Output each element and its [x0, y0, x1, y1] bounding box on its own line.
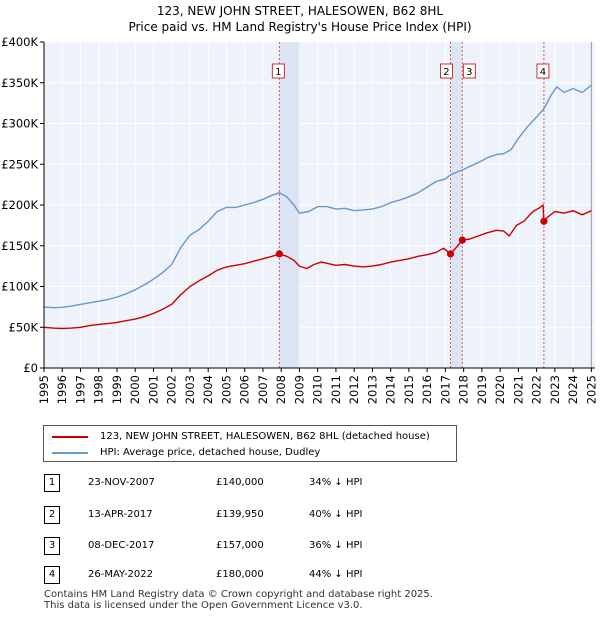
- sale-hpi-diff: 44% ↓ HPI: [309, 569, 363, 580]
- y-tick-label: £50K: [9, 320, 39, 334]
- sale-marker-label: 1: [275, 67, 281, 78]
- x-tick-label: 2009: [292, 375, 306, 404]
- sale-point: [446, 250, 455, 258]
- x-tick-label: 2017: [438, 375, 452, 404]
- footer-attribution: Contains HM Land Registry data © Crown c…: [44, 589, 433, 611]
- sale-point: [458, 236, 466, 244]
- y-tick-label: £400K: [1, 35, 38, 49]
- x-tick-label: 2010: [311, 375, 325, 404]
- sale-number: 1: [44, 474, 60, 492]
- y-tick-label: £200K: [1, 198, 38, 212]
- sale-price: £180,000: [216, 569, 264, 580]
- chart-legend: 123, NEW JOHN STREET, HALESOWEN, B62 8HL…: [43, 425, 457, 462]
- legend-swatch-hpi: [52, 452, 88, 454]
- x-tick-label: 2003: [183, 375, 197, 404]
- x-tick-label: 2020: [493, 375, 507, 404]
- legend-item-hpi: HPI: Average price, detached house, Dudl…: [52, 446, 452, 460]
- x-tick-label: 2014: [384, 375, 398, 404]
- x-tick-label: 1999: [110, 375, 124, 404]
- sale-shaded-region: [450, 42, 463, 368]
- y-tick-label: £100K: [1, 280, 38, 294]
- hpi-line: [43, 84, 592, 309]
- y-tick-label: £350K: [1, 76, 38, 90]
- legend-item-property: 123, NEW JOHN STREET, HALESOWEN, B62 8HL…: [52, 430, 452, 444]
- chart-subtitle: Price paid vs. HM Land Registry's House …: [128, 20, 471, 34]
- y-tick-label: £150K: [1, 239, 38, 253]
- x-tick-label: 1995: [37, 375, 51, 404]
- sale-hpi-diff: 36% ↓ HPI: [309, 540, 363, 551]
- sale-price: £139,950: [216, 509, 264, 520]
- sale-date: 08-DEC-2017: [88, 540, 155, 551]
- x-tick-label: 2015: [402, 375, 416, 404]
- x-tick-label: 2019: [475, 375, 489, 404]
- y-tick-label: £300K: [1, 117, 38, 131]
- x-tick-label: 2005: [219, 375, 233, 404]
- chart-title: 123, NEW JOHN STREET, HALESOWEN, B62 8HL: [157, 4, 444, 18]
- legend-label-property: 123, NEW JOHN STREET, HALESOWEN, B62 8HL…: [100, 431, 430, 442]
- sale-marker-box: [462, 63, 476, 79]
- x-tick-label: 2004: [201, 375, 215, 404]
- x-tick-label: 2013: [365, 375, 379, 404]
- sale-number: 4: [44, 566, 60, 584]
- sale-marker-label: 4: [540, 67, 546, 78]
- y-tick-label: £250K: [1, 157, 38, 171]
- sale-date: 13-APR-2017: [88, 509, 153, 520]
- sale-marker-label: 3: [466, 67, 472, 78]
- x-tick-label: 2012: [347, 375, 361, 404]
- x-tick-label: 2022: [530, 375, 544, 404]
- sale-price: £157,000: [216, 540, 264, 551]
- x-tick-label: 2002: [165, 375, 179, 404]
- x-tick-label: 2000: [128, 375, 142, 404]
- property-price-line: [43, 204, 592, 330]
- x-tick-label: 2021: [511, 375, 525, 404]
- sale-shaded-region: [279, 42, 300, 368]
- x-tick-label: 2018: [457, 375, 471, 404]
- x-tick-label: 2016: [420, 375, 434, 404]
- footer-line-1: Contains HM Land Registry data © Crown c…: [44, 589, 433, 600]
- x-tick-label: 2007: [256, 375, 270, 404]
- x-tick-label: 2023: [548, 375, 562, 404]
- x-tick-label: 2024: [566, 375, 580, 404]
- x-tick-label: 1996: [55, 375, 69, 404]
- sale-date: 23-NOV-2007: [88, 477, 155, 488]
- x-tick-label: 2001: [146, 375, 160, 404]
- sale-marker-box: [271, 63, 285, 79]
- sale-price: £140,000: [216, 477, 264, 488]
- sale-number: 3: [44, 537, 60, 555]
- sale-point: [275, 250, 283, 258]
- x-tick-label: 2011: [329, 375, 343, 404]
- x-tick-label: 1998: [92, 375, 106, 404]
- sale-marker-label: 2: [443, 67, 449, 78]
- sale-number: 2: [44, 506, 60, 524]
- price-chart: 123, NEW JOHN STREET, HALESOWEN, B62 8HL…: [1, 4, 598, 404]
- sale-hpi-diff: 34% ↓ HPI: [309, 477, 363, 488]
- x-tick-label: 2025: [584, 375, 598, 404]
- sale-point: [540, 217, 548, 225]
- x-tick-label: 1997: [73, 375, 87, 404]
- sale-hpi-diff: 40% ↓ HPI: [309, 509, 363, 520]
- footer-line-2: This data is licensed under the Open Gov…: [44, 600, 363, 611]
- sale-date: 26-MAY-2022: [88, 569, 154, 580]
- sale-marker-box: [439, 63, 453, 79]
- x-tick-label: 2008: [274, 375, 288, 404]
- legend-label-hpi: HPI: Average price, detached house, Dudl…: [100, 447, 321, 458]
- sale-marker-box: [536, 63, 550, 79]
- legend-swatch-property: [52, 436, 88, 438]
- x-tick-label: 2006: [238, 375, 252, 404]
- y-tick-label: £0: [23, 361, 38, 375]
